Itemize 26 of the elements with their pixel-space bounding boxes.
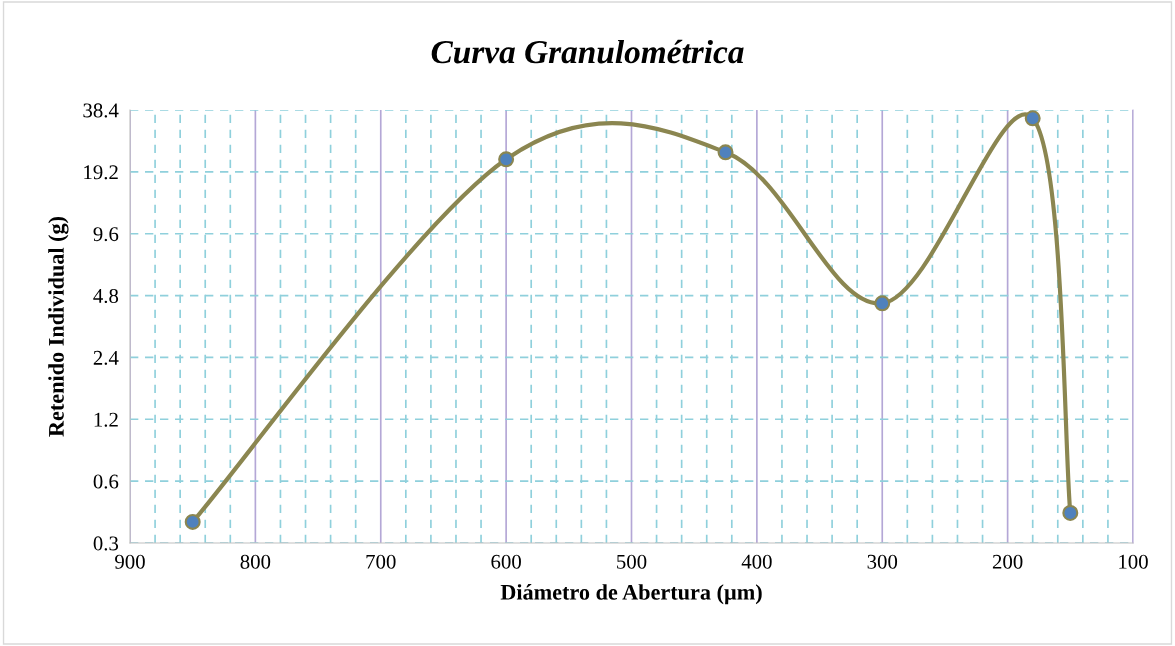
point [1062,504,1079,521]
y-tick-label: 0.6 [93,474,119,489]
x-tick-label: 800 [240,554,271,569]
point [874,295,891,312]
x-tick-label: 300 [867,554,898,569]
x-tick-label: 400 [741,554,772,569]
y-tick-label: 38.4 [83,103,119,118]
x-tick-label: 200 [992,554,1023,569]
x-tick-label: 500 [617,554,647,569]
point [184,513,201,530]
y-tick-label: 1.2 [94,412,118,427]
x-tick-label: 100 [1119,554,1148,569]
y-tick-label: 0.3 [93,536,119,551]
x-axis-title: Diámetro de Abertura (µm) [500,584,762,605]
chart-title: Curva Granulométrica [431,39,744,64]
x-tick-label: 900 [115,554,145,569]
point [717,144,734,161]
point [1024,110,1041,127]
x-tick-label: 600 [491,554,521,569]
y-tick-label: 4.8 [93,288,119,304]
y-tick-label: 19.2 [84,165,118,180]
x-tick-label: 700 [366,554,396,569]
point [498,151,515,168]
y-tick-label: 9.6 [93,227,119,242]
y-tick-label: 2.4 [93,350,119,365]
y-axis-title: Retenido Individual (g) [48,216,69,437]
